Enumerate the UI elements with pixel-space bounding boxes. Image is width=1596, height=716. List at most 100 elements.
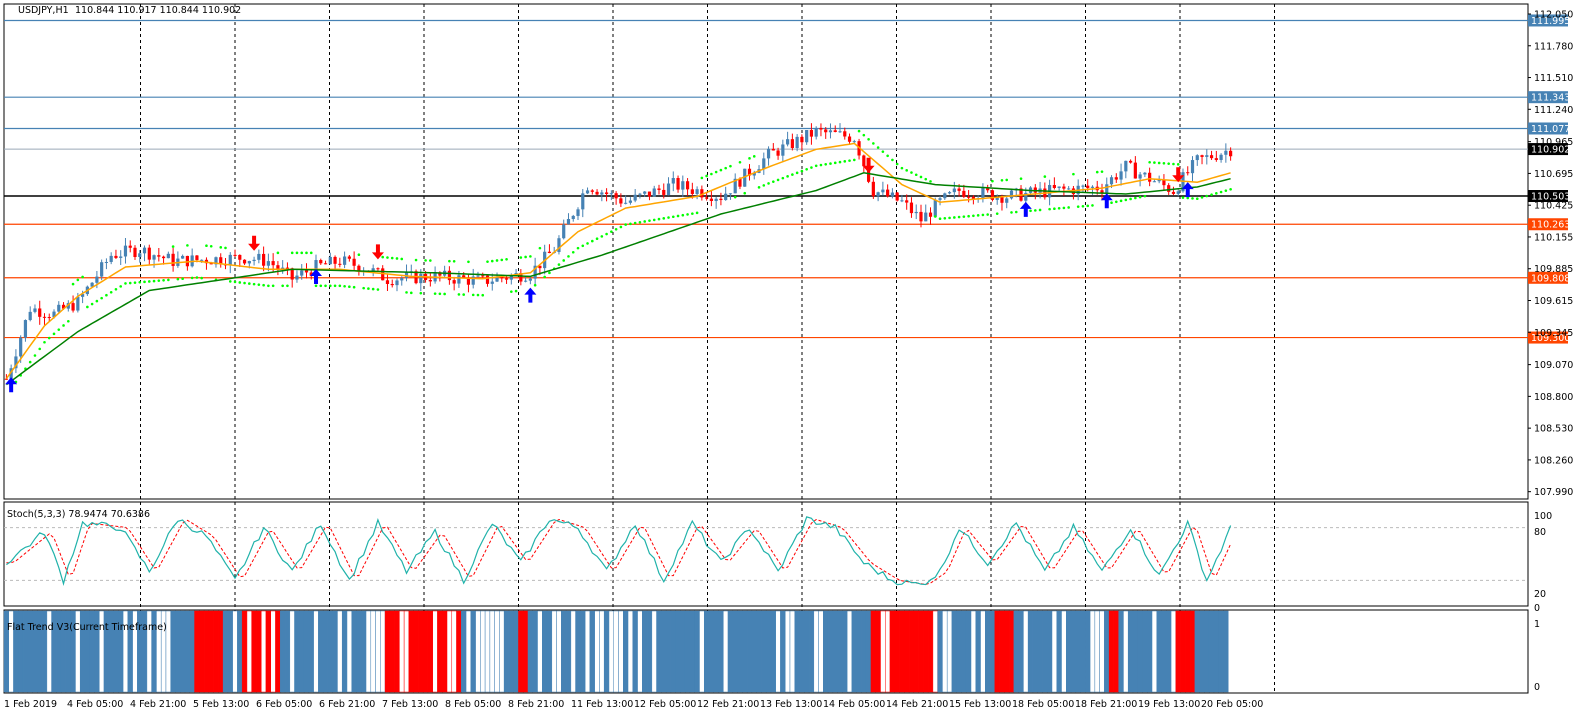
candle-body — [123, 245, 128, 257]
sar-dot — [652, 218, 656, 222]
candle-body — [428, 279, 432, 282]
candle-body — [1205, 155, 1209, 157]
sar-dot — [1048, 207, 1051, 211]
sar-dot — [833, 161, 837, 165]
candle-body — [1119, 171, 1123, 180]
sar-dot — [395, 257, 399, 260]
flat-trend-bar — [194, 610, 200, 693]
flat-trend-bar — [1175, 610, 1181, 693]
candle-body — [881, 189, 885, 193]
buy-arrow — [310, 269, 323, 285]
candle-body — [328, 256, 332, 265]
sar-dot — [633, 221, 637, 225]
flat-trend-bar — [289, 610, 295, 693]
flat-trend-bar — [846, 610, 853, 693]
flat-trend-bar — [1042, 610, 1048, 693]
flat-trend-bar — [265, 610, 272, 693]
candle-body — [138, 253, 142, 258]
sar-dot — [338, 284, 342, 288]
sar-dot — [776, 178, 780, 182]
flat-trend-bar — [403, 610, 410, 693]
sar-dot — [376, 288, 380, 291]
candle-body — [1005, 198, 1009, 203]
sar-dot — [981, 213, 985, 217]
sar-dot — [514, 289, 518, 293]
vertical-grid — [3, 3, 1529, 694]
flat-trend-bar — [856, 610, 862, 693]
level-tag-110.902 — [1528, 143, 1568, 156]
candle-body — [1186, 172, 1190, 174]
flat-trend-bar — [908, 610, 915, 693]
sell-arrow — [371, 244, 384, 260]
flat-trend-bar — [1142, 610, 1148, 693]
sar-dot — [386, 256, 389, 259]
flat-trend-bar — [1170, 610, 1177, 693]
candle-body — [500, 276, 504, 279]
candle-body — [952, 188, 956, 193]
flat-trend-bar — [413, 610, 419, 693]
candle-body — [728, 193, 733, 195]
price-tick-label: 111.240 — [1534, 105, 1573, 116]
candle-body — [747, 168, 752, 176]
candle-body — [581, 193, 585, 210]
sar-dot — [205, 244, 208, 247]
stoch-level-100: 100 — [1534, 511, 1552, 522]
sar-dot — [124, 282, 127, 285]
candle-body — [285, 267, 290, 269]
flat-trend-bar — [789, 610, 796, 693]
sar-dot — [557, 263, 561, 266]
candle-body — [219, 257, 223, 265]
candle-body — [933, 199, 937, 217]
sar-dot — [152, 279, 156, 283]
flat-trend-bar — [784, 610, 791, 693]
flat-trend-bar — [780, 610, 786, 693]
sar-dot — [390, 256, 394, 260]
candle-body — [619, 198, 623, 204]
sar-dot — [186, 244, 189, 247]
price-tick-label: 110.155 — [1534, 232, 1573, 243]
time-tick-label: 19 Feb 13:00 — [1138, 699, 1200, 710]
sar-dot — [1215, 192, 1218, 195]
candle-body — [1009, 190, 1014, 199]
sar-dot — [524, 255, 527, 259]
flat-trend-bar — [999, 610, 1005, 693]
candle-body — [614, 193, 618, 199]
sar-dot — [1005, 178, 1009, 182]
candle-body — [714, 198, 718, 202]
candle-body — [109, 255, 113, 262]
candle-body — [490, 281, 494, 284]
flat-trend-bar — [180, 610, 186, 693]
sar-dot — [319, 284, 323, 288]
sar-dot — [324, 284, 327, 288]
sar-dot — [695, 211, 699, 215]
sar-dot — [938, 217, 942, 221]
flat-trend-bar — [1008, 610, 1015, 693]
flat-trend-bar — [937, 610, 943, 693]
moving-averages — [5, 129, 1232, 386]
flat-trend-bar — [689, 610, 695, 693]
price-tick-label: 110.425 — [1534, 201, 1573, 212]
sar-dot — [848, 159, 851, 162]
price-tick-label: 110.695 — [1534, 169, 1573, 180]
ma-fast-line — [5, 142, 1231, 380]
sar-dot — [800, 169, 804, 173]
candle-body — [738, 178, 742, 187]
flat-trend-bar — [361, 610, 367, 693]
sar-dot — [267, 284, 270, 288]
sar-dot — [910, 171, 913, 174]
sar-dot — [119, 285, 123, 288]
flat-trend-bar — [961, 610, 967, 693]
flat-trend-bar — [646, 610, 653, 693]
flat-trend-bar — [589, 610, 595, 693]
sar-dot — [252, 282, 256, 286]
sar-dot — [624, 223, 627, 226]
flat-trend-bar — [465, 610, 472, 693]
sar-dot — [581, 244, 585, 248]
flat-trend-bar — [189, 610, 195, 693]
sar-dot — [486, 260, 489, 263]
candle-body — [419, 273, 423, 284]
candle-body — [42, 316, 47, 318]
candle-body — [1086, 185, 1090, 188]
candle-body — [676, 178, 680, 190]
flat-trend-bar — [813, 610, 819, 693]
